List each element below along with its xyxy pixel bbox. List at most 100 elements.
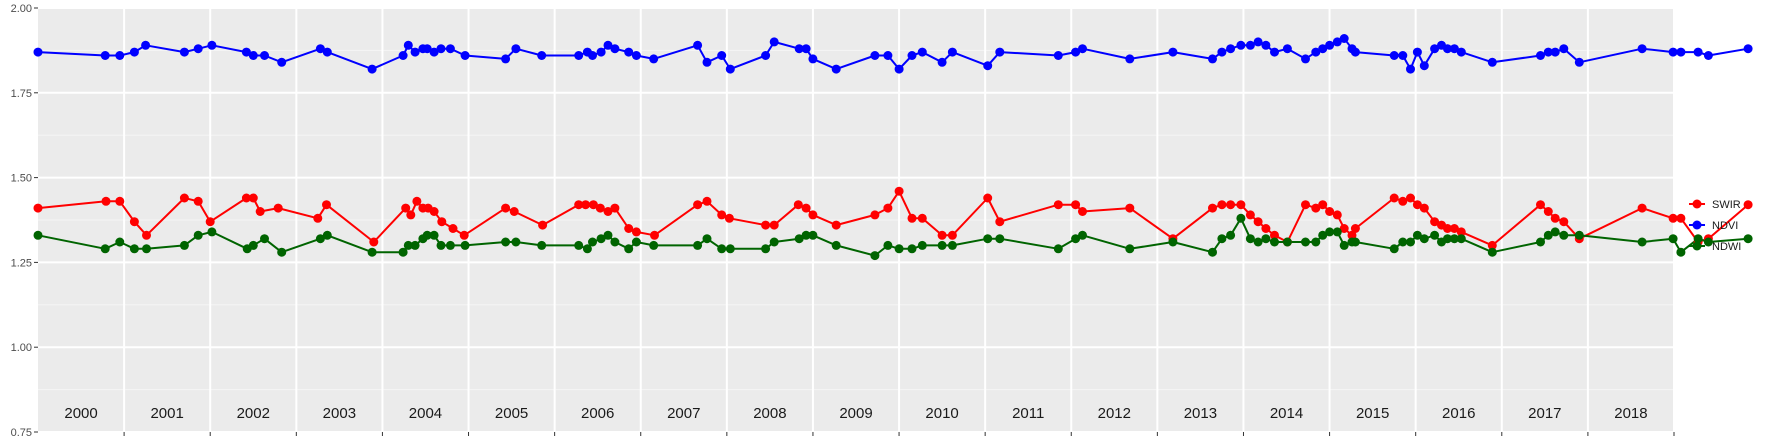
y-tick-label: 2.00 bbox=[11, 3, 32, 15]
ndvi-point bbox=[1078, 44, 1087, 54]
ndwi-point bbox=[1071, 234, 1081, 244]
ndvi-point bbox=[100, 51, 110, 60]
swir-point bbox=[588, 200, 598, 210]
ndvi-point bbox=[769, 37, 779, 47]
ndwi-point bbox=[894, 244, 904, 254]
ndvi-point bbox=[631, 51, 641, 60]
ndvi-point bbox=[801, 44, 811, 54]
ndwi-point bbox=[410, 240, 420, 250]
ndvi-point bbox=[870, 51, 880, 60]
ndvi-point bbox=[1443, 44, 1452, 54]
swir-point bbox=[937, 230, 947, 240]
ndvi-point bbox=[1574, 57, 1584, 67]
ndwi-point bbox=[1261, 234, 1271, 244]
ndvi-point bbox=[1270, 47, 1279, 57]
ndvi-point bbox=[588, 51, 597, 60]
ndwi-point bbox=[1301, 237, 1310, 247]
ndwi-point bbox=[702, 234, 712, 244]
swir-point bbox=[793, 200, 803, 210]
year-label: 2014 bbox=[1270, 405, 1303, 422]
ndwi-point bbox=[248, 240, 258, 250]
ndwi-point bbox=[624, 244, 634, 254]
swir-point bbox=[429, 207, 439, 216]
ndwi-point bbox=[947, 240, 957, 250]
ndwi-point bbox=[1487, 247, 1497, 257]
ndvi-point bbox=[537, 51, 547, 60]
ndvi-point bbox=[129, 47, 139, 57]
ndwi-point bbox=[1743, 234, 1753, 244]
ndwi-point bbox=[1668, 234, 1678, 244]
ndvi-point bbox=[33, 47, 43, 57]
ndvi-point bbox=[436, 44, 446, 54]
ndvi-point bbox=[511, 44, 521, 54]
ndwi-point bbox=[983, 234, 993, 244]
ndwi-point bbox=[693, 240, 703, 250]
ndwi-point bbox=[649, 240, 659, 250]
ndwi-point bbox=[511, 237, 521, 247]
ndvi-point bbox=[794, 44, 804, 54]
swir-point bbox=[1347, 230, 1357, 240]
year-label: 2006 bbox=[581, 405, 614, 422]
ndwi-point bbox=[436, 240, 446, 250]
swir-point bbox=[1456, 227, 1466, 237]
swir-point bbox=[1559, 217, 1569, 227]
ndvi-point bbox=[693, 40, 703, 50]
ndwi-point bbox=[322, 230, 332, 240]
year-label: 2011 bbox=[1012, 405, 1044, 422]
ndwi-point bbox=[1574, 230, 1584, 240]
ndvi-point bbox=[1412, 47, 1422, 57]
ndwi-point bbox=[831, 240, 841, 250]
ndvi-point bbox=[410, 47, 420, 57]
ndwi-point bbox=[1078, 230, 1087, 240]
swir-point bbox=[894, 186, 904, 196]
swir-point bbox=[241, 193, 251, 203]
swir-point bbox=[1071, 200, 1081, 210]
legend-label-ndwi: NDWI bbox=[1712, 241, 1741, 253]
swir-point bbox=[255, 207, 265, 216]
ndwi-point bbox=[917, 240, 927, 250]
swir-point bbox=[142, 230, 151, 240]
ndvi-point bbox=[907, 51, 917, 60]
swir-point bbox=[1332, 210, 1342, 220]
swir-point bbox=[831, 220, 841, 230]
ndvi-point bbox=[1419, 61, 1429, 71]
ndwi-point bbox=[1536, 237, 1545, 247]
ndwi-point bbox=[631, 237, 641, 247]
swir-point bbox=[1078, 207, 1087, 216]
swir-point bbox=[610, 203, 620, 213]
ndvi-point bbox=[995, 47, 1005, 57]
ndvi-point bbox=[1637, 44, 1647, 54]
ndwi-point bbox=[1412, 230, 1422, 240]
ndwi-point bbox=[1236, 213, 1246, 223]
swir-point bbox=[1318, 200, 1328, 210]
year-labels: 2000 2001 2002 2003 2004 2005 2006 2007 2008 2009… bbox=[64, 405, 1647, 422]
swir-point bbox=[248, 193, 258, 203]
ndvi-point bbox=[1389, 51, 1399, 60]
ndvi-point bbox=[1325, 40, 1335, 50]
ndwi-point bbox=[1350, 237, 1360, 247]
swir-point bbox=[1217, 200, 1227, 210]
ndwi-point bbox=[179, 240, 189, 250]
year-label: 2008 bbox=[753, 405, 786, 422]
ndvi-point bbox=[1226, 44, 1236, 54]
ndwi-point bbox=[1430, 230, 1440, 240]
series-layer bbox=[33, 34, 1753, 261]
ndwi-point bbox=[1559, 230, 1569, 240]
legend-key-swir bbox=[1692, 199, 1702, 209]
ndwi-point bbox=[398, 247, 408, 257]
ndvi-point bbox=[947, 47, 957, 57]
swir-point bbox=[1487, 240, 1497, 250]
swir-point bbox=[624, 224, 634, 233]
ndwi-point bbox=[1318, 230, 1328, 240]
ndwi-point bbox=[315, 234, 325, 244]
swir-point bbox=[947, 230, 957, 240]
swir-point bbox=[1430, 217, 1440, 227]
swir-point bbox=[1536, 200, 1545, 210]
ndvi-point bbox=[1339, 34, 1349, 43]
ndwi-point bbox=[422, 230, 432, 240]
ndwi-point bbox=[1703, 237, 1713, 247]
swir-point bbox=[1743, 200, 1753, 210]
ndwi-point bbox=[1456, 234, 1466, 244]
ndvi-point bbox=[937, 57, 947, 67]
ndvi-point bbox=[624, 47, 634, 57]
